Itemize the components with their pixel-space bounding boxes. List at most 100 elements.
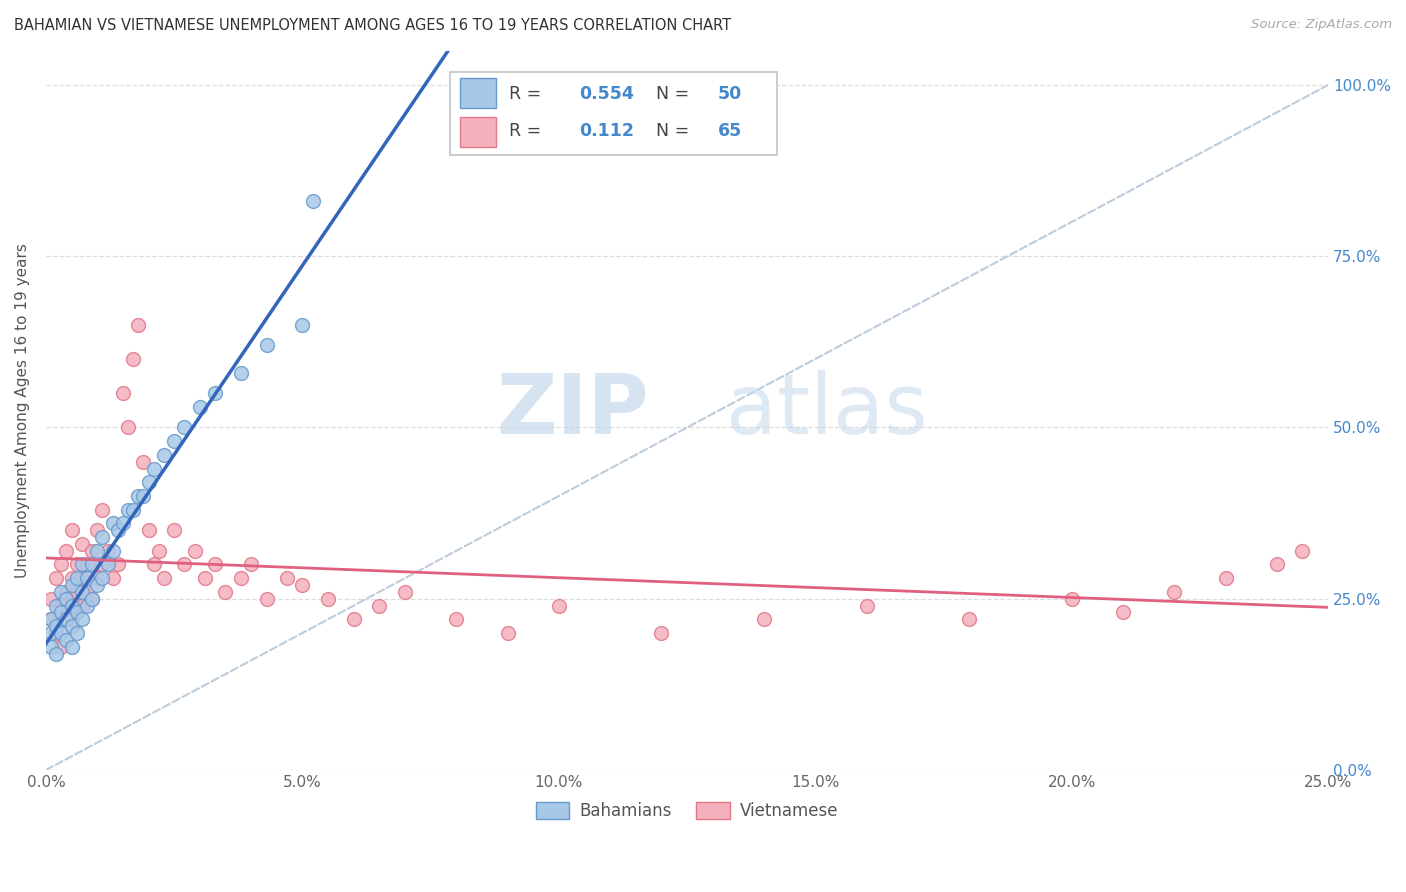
- Point: [70, 612, 93, 626]
- Point: [76, 571, 98, 585]
- Point: [86, 571, 108, 585]
- Point: [855, 599, 877, 613]
- Point: [55, 585, 77, 599]
- Point: [752, 612, 775, 626]
- Point: [51, 626, 73, 640]
- Point: [138, 523, 160, 537]
- Point: [127, 489, 149, 503]
- Point: [76, 599, 98, 613]
- Point: [39, 612, 62, 626]
- Point: [173, 558, 195, 572]
- Point: [55, 612, 77, 626]
- Point: [276, 571, 298, 585]
- Point: [194, 571, 217, 585]
- Point: [51, 599, 73, 613]
- Point: [39, 640, 62, 654]
- Point: [76, 585, 98, 599]
- Point: [70, 599, 93, 613]
- Point: [60, 578, 83, 592]
- Point: [39, 612, 62, 626]
- Point: [316, 591, 339, 606]
- Text: BAHAMIAN VS VIETNAMESE UNEMPLOYMENT AMONG AGES 16 TO 19 YEARS CORRELATION CHART: BAHAMIAN VS VIETNAMESE UNEMPLOYMENT AMON…: [14, 18, 731, 33]
- Point: [45, 626, 67, 640]
- Point: [1265, 558, 1288, 572]
- Point: [60, 599, 83, 613]
- Point: [148, 543, 170, 558]
- Point: [96, 558, 118, 572]
- Point: [1112, 606, 1135, 620]
- Point: [138, 475, 160, 490]
- Point: [45, 599, 67, 613]
- Point: [39, 591, 62, 606]
- Point: [51, 585, 73, 599]
- Point: [60, 612, 83, 626]
- Point: [256, 338, 278, 352]
- Point: [107, 523, 129, 537]
- Point: [957, 612, 980, 626]
- Point: [650, 626, 672, 640]
- Point: [122, 502, 145, 516]
- Point: [91, 571, 114, 585]
- Y-axis label: Unemployment Among Ages 16 to 19 years: Unemployment Among Ages 16 to 19 years: [15, 243, 30, 578]
- Point: [394, 585, 416, 599]
- Point: [214, 585, 236, 599]
- Point: [229, 366, 252, 380]
- Point: [163, 434, 186, 449]
- Point: [86, 543, 108, 558]
- Point: [1163, 585, 1185, 599]
- Point: [256, 591, 278, 606]
- Point: [76, 558, 98, 572]
- Point: [51, 558, 73, 572]
- Point: [240, 558, 263, 572]
- Point: [55, 591, 77, 606]
- Legend: Bahamians, Vietnamese: Bahamians, Vietnamese: [529, 795, 845, 826]
- Point: [153, 571, 176, 585]
- Point: [446, 612, 468, 626]
- Point: [86, 523, 108, 537]
- Point: [142, 558, 165, 572]
- Point: [132, 489, 155, 503]
- Point: [70, 558, 93, 572]
- Point: [229, 571, 252, 585]
- Point: [142, 461, 165, 475]
- Point: [96, 543, 118, 558]
- Point: [107, 558, 129, 572]
- Point: [188, 400, 211, 414]
- Point: [70, 571, 93, 585]
- Point: [204, 558, 226, 572]
- Point: [60, 640, 83, 654]
- Point: [343, 612, 366, 626]
- Point: [101, 543, 124, 558]
- Point: [86, 578, 108, 592]
- Point: [82, 543, 104, 558]
- Point: [45, 571, 67, 585]
- Point: [547, 599, 569, 613]
- Point: [60, 523, 83, 537]
- Point: [45, 647, 67, 661]
- Point: [101, 516, 124, 531]
- Point: [111, 386, 134, 401]
- Point: [127, 318, 149, 332]
- Point: [82, 591, 104, 606]
- Point: [91, 502, 114, 516]
- Point: [132, 455, 155, 469]
- Point: [1060, 591, 1083, 606]
- Text: Source: ZipAtlas.com: Source: ZipAtlas.com: [1251, 18, 1392, 31]
- Point: [39, 626, 62, 640]
- Point: [66, 585, 89, 599]
- Point: [91, 558, 114, 572]
- Point: [173, 420, 195, 434]
- Point: [82, 591, 104, 606]
- Point: [496, 626, 519, 640]
- Point: [55, 632, 77, 647]
- Point: [66, 558, 89, 572]
- Point: [117, 502, 139, 516]
- Point: [66, 606, 89, 620]
- Point: [1291, 543, 1313, 558]
- Point: [1215, 571, 1237, 585]
- Point: [153, 448, 176, 462]
- Point: [163, 523, 186, 537]
- Point: [55, 543, 77, 558]
- Point: [204, 386, 226, 401]
- Point: [183, 543, 205, 558]
